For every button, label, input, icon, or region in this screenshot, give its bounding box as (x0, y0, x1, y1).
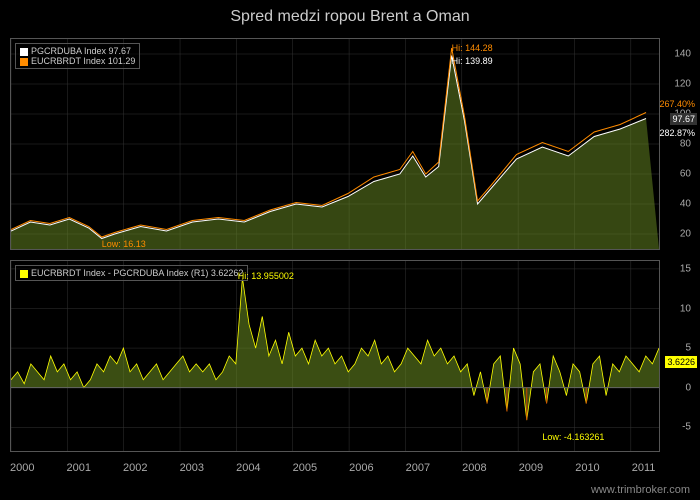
x-tick: 2000 (10, 462, 34, 474)
y-tick: 60 (680, 169, 691, 180)
annotation: Hi: 139.89 (452, 56, 493, 66)
y-tick: 20 (680, 229, 691, 240)
footer-link[interactable]: www.trimbroker.com (591, 484, 690, 496)
price-tag: 3.6226 (665, 356, 697, 368)
x-tick: 2001 (67, 462, 91, 474)
y-tick: 140 (674, 49, 691, 60)
y-tick: 5 (685, 343, 691, 354)
y-tick: 0 (685, 382, 691, 393)
x-tick: 2003 (180, 462, 204, 474)
annotation: Low: 16.13 (102, 239, 146, 249)
annotation: Low: -4.163261 (542, 432, 604, 442)
x-tick: 2010 (575, 462, 599, 474)
y-tick: 80 (680, 139, 691, 150)
price-tag: 267.40% (657, 98, 697, 110)
y-tick: 10 (680, 303, 691, 314)
y-tick: 40 (680, 199, 691, 210)
x-tick: 2007 (406, 462, 430, 474)
x-tick: 2005 (293, 462, 317, 474)
x-tick: 2008 (462, 462, 486, 474)
legend: EUCRBRDT Index - PGCRDUBA Index (R1) 3.6… (15, 265, 248, 281)
annotation: Hi: 144.28 (452, 43, 493, 53)
x-tick: 2002 (123, 462, 147, 474)
legend: PGCRDUBA Index 97.67EUCRBRDT Index 101.2… (15, 43, 140, 69)
x-tick: 2004 (236, 462, 260, 474)
price-tag: 282.87% (657, 127, 697, 139)
price-tag: 97.67 (670, 113, 697, 125)
x-axis: 2000 2001 2002 2003 2004 2005 2006 2007 2008 2009… (10, 462, 660, 478)
annotation: Hi: 13.955002 (238, 271, 294, 281)
spread-chart: -5051015EUCRBRDT Index - PGCRDUBA Index … (10, 260, 660, 452)
x-tick: 2009 (519, 462, 543, 474)
y-tick: 120 (674, 79, 691, 90)
y-tick: 15 (680, 263, 691, 274)
chart-title: Spred medzi ropou Brent a Oman (0, 0, 700, 30)
x-tick: 2011 (632, 462, 656, 474)
price-chart: 20406080100120140PGCRDUBA Index 97.67EUC… (10, 38, 660, 250)
y-tick: -5 (682, 422, 691, 433)
x-tick: 2006 (349, 462, 373, 474)
